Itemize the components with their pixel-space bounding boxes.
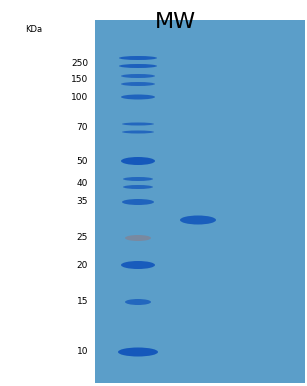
Text: KDa: KDa — [25, 25, 42, 34]
Ellipse shape — [123, 177, 153, 181]
Text: 150: 150 — [71, 76, 88, 85]
Ellipse shape — [121, 82, 155, 86]
Bar — [95, 20, 305, 383]
Ellipse shape — [118, 347, 158, 357]
Ellipse shape — [125, 299, 151, 305]
Ellipse shape — [180, 215, 216, 225]
Text: 50: 50 — [76, 156, 88, 166]
Text: 15: 15 — [76, 298, 88, 306]
Ellipse shape — [122, 122, 154, 125]
Ellipse shape — [125, 235, 151, 241]
Text: MW: MW — [154, 12, 196, 32]
Ellipse shape — [121, 261, 155, 269]
Text: 100: 100 — [71, 93, 88, 102]
Ellipse shape — [119, 64, 157, 68]
Ellipse shape — [121, 95, 155, 100]
Text: 20: 20 — [77, 261, 88, 269]
Ellipse shape — [122, 130, 154, 134]
Text: 40: 40 — [77, 178, 88, 188]
Text: 25: 25 — [77, 234, 88, 242]
Text: 35: 35 — [76, 198, 88, 207]
Ellipse shape — [122, 199, 154, 205]
Ellipse shape — [121, 157, 155, 165]
Text: 10: 10 — [76, 347, 88, 357]
Ellipse shape — [123, 185, 153, 189]
Text: 250: 250 — [71, 59, 88, 68]
Text: 70: 70 — [76, 124, 88, 132]
Ellipse shape — [119, 56, 157, 60]
Ellipse shape — [121, 74, 155, 78]
